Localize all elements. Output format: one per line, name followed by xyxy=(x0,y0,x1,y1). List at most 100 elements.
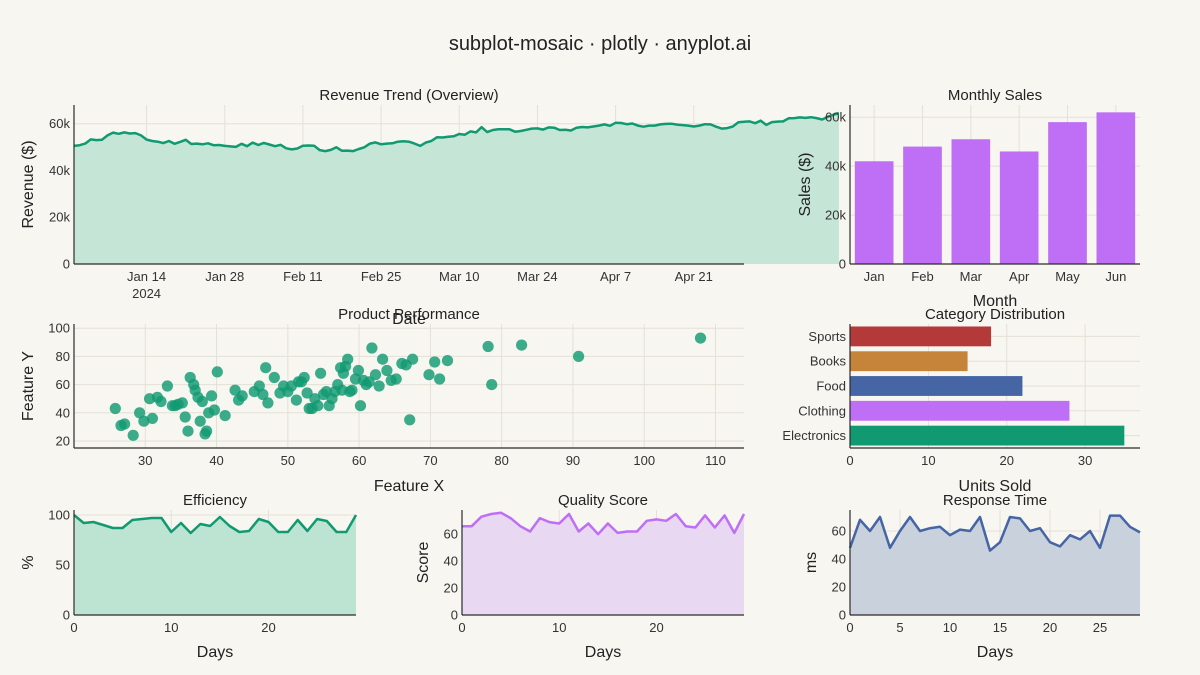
x-tick-label: 0 xyxy=(846,620,853,635)
scatter-point xyxy=(407,353,419,365)
x-axis-label: Units Sold xyxy=(959,478,1032,495)
scatter-point xyxy=(182,425,194,437)
y-axis-label: Revenue ($) xyxy=(20,140,37,228)
y-tick-label: 40k xyxy=(49,163,70,178)
x-tick-label: Apr 7 xyxy=(600,269,631,284)
bar-may xyxy=(1048,122,1087,264)
scatter-point xyxy=(119,418,131,430)
x-tick-label: 100 xyxy=(633,453,655,468)
product-subplot: 30 40 50 60 70 80 90 100 110 20 40 60 80 100 Product P… xyxy=(20,306,744,495)
subplot-title: Response Time xyxy=(943,492,1047,509)
scatter-point xyxy=(219,410,231,422)
x-tick-label: 10 xyxy=(552,620,566,635)
series-line xyxy=(73,514,358,535)
series-line xyxy=(73,111,840,153)
x-tick-label: Mar 24 xyxy=(517,269,557,284)
bar-sports xyxy=(850,326,992,347)
scatter-point xyxy=(196,395,208,408)
subplot-title: Category Distribution xyxy=(925,306,1065,323)
scatter-point xyxy=(516,339,528,351)
efficiency-subplot: 0 10 20 0 50 100 Efficiency Days% xyxy=(20,492,358,661)
scatter-point xyxy=(423,369,435,381)
x-tick-label: 0 xyxy=(458,620,465,635)
x-tick-label: 0 xyxy=(70,620,77,635)
scatter-point xyxy=(363,376,375,388)
bar-food xyxy=(850,376,1023,396)
y-tick-label: 20 xyxy=(832,580,846,595)
scatter-point xyxy=(206,390,218,402)
subplot-title: Monthly Sales xyxy=(948,87,1042,104)
x-axis-label: Days xyxy=(977,644,1013,661)
series-line xyxy=(462,511,746,536)
x-tick-label: 5 xyxy=(896,620,903,635)
x-tick-label: 20 xyxy=(261,620,275,635)
x-tick-label: Feb xyxy=(911,269,933,284)
x-tick-label: Jun xyxy=(1105,269,1126,284)
scatter-point xyxy=(257,388,269,401)
y-tick-label: Clothing xyxy=(798,403,846,418)
scatter-point xyxy=(346,384,358,396)
x-tick-label: Mar 10 xyxy=(439,269,479,284)
y-tick-label: 20k xyxy=(49,210,70,225)
response-subplot: 0 5 10 15 20 25 0 20 40 60 Response Time Days ms xyxy=(803,492,1141,661)
scatter-point xyxy=(404,414,416,426)
bar-jun xyxy=(1096,112,1136,264)
scatter-point xyxy=(434,373,446,385)
revenue-subplot: Jan 14 Jan 28 Feb 11 Feb 25 Mar 10 Mar 24 Apr … xyxy=(20,87,840,328)
bar-jan xyxy=(854,161,894,264)
scatter-point xyxy=(354,400,367,412)
x-tick-label: 40 xyxy=(209,453,223,468)
y-axis-label: % xyxy=(20,555,37,569)
y-tick-label: 0 xyxy=(839,608,846,623)
y-tick-label: 20 xyxy=(444,581,458,596)
scatter-point xyxy=(366,342,378,354)
scatter-point xyxy=(342,353,354,365)
scatter-point xyxy=(573,350,585,362)
x-tick-label: 50 xyxy=(281,453,295,468)
scatter-point xyxy=(201,425,213,437)
x-tick-label: 30 xyxy=(1078,453,1092,468)
scatter-point xyxy=(377,353,389,365)
scatter-point xyxy=(127,429,139,441)
scatter-point xyxy=(260,362,272,374)
scatter-point xyxy=(441,355,454,367)
scatter-point xyxy=(312,400,324,412)
scatter-point xyxy=(315,367,327,379)
y-tick-label: Books xyxy=(810,354,847,369)
area-fill xyxy=(74,113,839,264)
scatter-point xyxy=(268,371,280,384)
x-tick-label: 0 xyxy=(846,453,853,468)
scatter-point xyxy=(369,369,382,381)
y-tick-label: 20 xyxy=(56,433,70,448)
scatter-point xyxy=(109,402,121,415)
y-tick-label: 60k xyxy=(825,110,846,125)
y-tick-label: 60 xyxy=(444,527,458,542)
x-tick-label: Feb 11 xyxy=(283,269,323,284)
x-tick-label: 15 xyxy=(993,620,1007,635)
subplot-title: Efficiency xyxy=(183,492,247,509)
bar-electronics xyxy=(850,425,1125,446)
bar-clothing xyxy=(850,400,1070,421)
bar-books xyxy=(850,351,968,372)
scatter-point xyxy=(694,332,707,344)
scatter-point xyxy=(381,364,393,377)
scatter-point xyxy=(298,371,310,384)
y-tick-label: 60 xyxy=(56,377,70,392)
y-tick-label: Electronics xyxy=(782,428,846,443)
x-tick-label: Apr 21 xyxy=(675,269,713,284)
area-fill xyxy=(462,512,744,615)
scatter-point xyxy=(262,397,274,409)
x-tick-label: Jan 14 xyxy=(127,269,166,284)
x-tick-label: 90 xyxy=(566,453,580,468)
scatter-point xyxy=(486,379,498,391)
scatter-point xyxy=(253,380,265,392)
x-tick-label: 20 xyxy=(649,620,663,635)
x-tick-label: 10 xyxy=(921,453,935,468)
y-tick-label: 0 xyxy=(451,608,458,623)
x-axis-label: Days xyxy=(585,644,621,661)
subplot-title: Product Performance xyxy=(338,306,480,323)
y-tick-label: 0 xyxy=(839,257,846,272)
category-subplot: 0 10 20 30 Sports Books Food Clothing Electronic… xyxy=(782,306,1140,495)
x-tick-label: 25 xyxy=(1093,620,1107,635)
